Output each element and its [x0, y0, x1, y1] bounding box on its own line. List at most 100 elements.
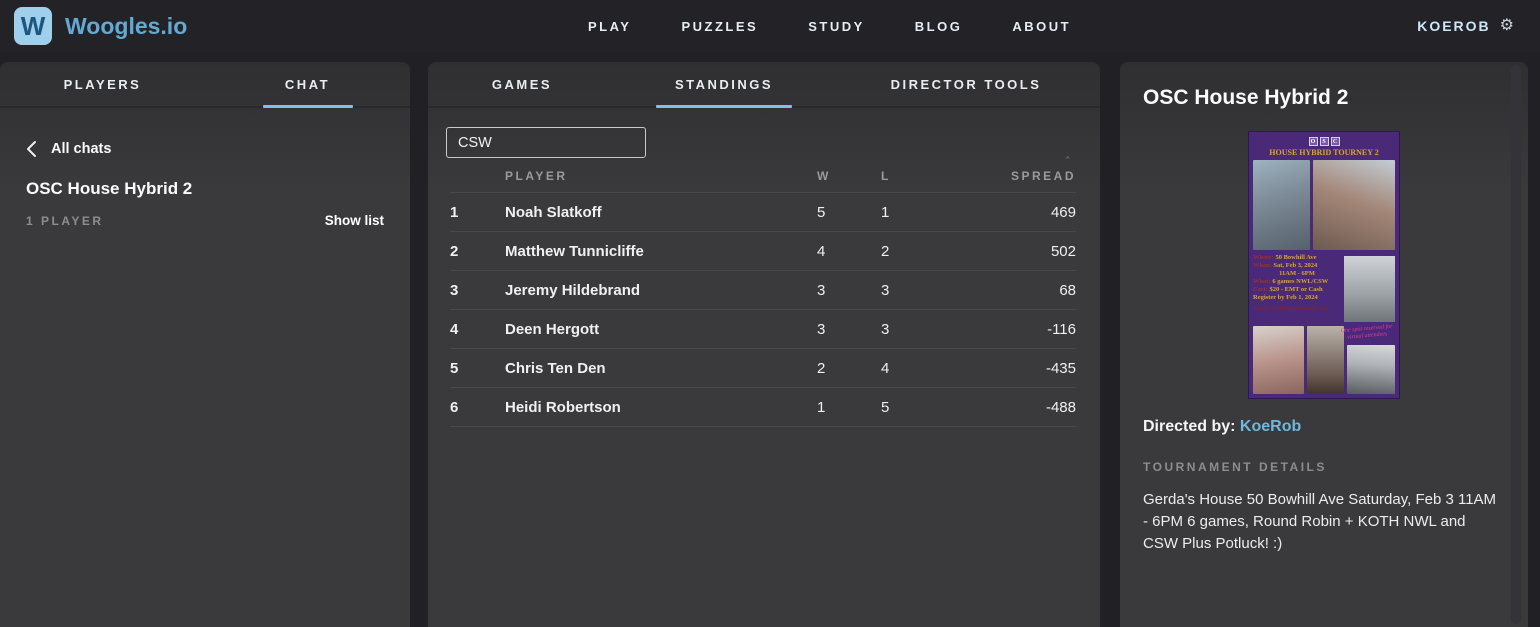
tab-chat[interactable]: CHAT	[205, 62, 410, 108]
tab-director-tools-label: DIRECTOR TOOLS	[890, 76, 1042, 92]
poster-line-label: What:	[1253, 278, 1271, 285]
poster-bottom-row: One spot reserved for virtual attendees	[1253, 324, 1395, 394]
poster-photo	[1347, 345, 1395, 394]
tab-players[interactable]: PLAYERS	[0, 62, 205, 106]
presence-row: 1 PLAYER Show list	[26, 213, 384, 228]
poster-photo-row	[1253, 160, 1395, 250]
tournament-title: OSC House Hybrid 2	[1143, 86, 1349, 109]
rank-cell: 1	[450, 203, 459, 221]
tournament-panel: GAMES STANDINGS DIRECTOR TOOLS PLAYER W …	[428, 62, 1100, 627]
tab-games[interactable]: GAMES	[428, 62, 616, 106]
nav-item-study[interactable]: STUDY	[808, 18, 865, 34]
active-tab-underline	[656, 105, 792, 108]
poster-line-value: 50 Bowhill Ave	[1275, 254, 1317, 261]
chat-room-title: OSC House Hybrid 2	[26, 179, 193, 198]
col-player: PLAYER	[505, 169, 568, 183]
poster-line-value: Register by Feb 1, 2024	[1253, 294, 1318, 301]
losses-cell: 2	[881, 242, 890, 260]
tab-standings-label: STANDINGS	[674, 76, 774, 92]
brand-title: Woogles.io	[65, 12, 188, 39]
nav-item-puzzles[interactable]: PUZZLES	[681, 18, 759, 34]
directed-by-label: Directed by:	[1143, 418, 1236, 435]
tournament-poster-image: O S C HOUSE HYBRID TOURNEY 2 Where: 50 B…	[1249, 132, 1399, 398]
tournament-details-text: Gerda's House 50 Bowhill Ave Saturday, F…	[1143, 491, 1497, 552]
tab-chat-label: CHAT	[284, 76, 331, 92]
main-nav: PLAY PUZZLES STUDY BLOG ABOUT	[588, 0, 1071, 52]
tournament-details-heading: TOURNAMENT DETAILS	[1143, 460, 1327, 474]
poster-line-value: 11AM - 6PM	[1279, 270, 1315, 277]
settings-gear-icon[interactable]: ⚙	[1499, 17, 1514, 34]
player-cell: Chris Ten Den	[505, 359, 606, 377]
wins-cell: 3	[817, 281, 826, 299]
left-tabbar: PLAYERS CHAT	[0, 62, 410, 108]
player-cell: Noah Slatkoff	[505, 203, 602, 221]
poster-photo	[1344, 256, 1395, 322]
standings-table: PLAYER W L ⌃ SPREAD 1 Noah Slatkoff 5 1 …	[450, 155, 1076, 427]
col-losses: L	[881, 169, 891, 183]
losses-cell: 5	[881, 398, 890, 416]
rank-cell: 3	[450, 281, 459, 299]
wins-cell: 3	[817, 320, 826, 338]
rank-cell: 2	[450, 242, 459, 260]
poster-line-value: 6 games NWL/CSW	[1272, 278, 1329, 285]
poster-line-label: When:	[1253, 262, 1272, 269]
standings-row: 4 Deen Hergott 3 3 -116	[450, 310, 1076, 349]
losses-cell: 1	[881, 203, 890, 221]
scrollbar[interactable]	[1511, 65, 1521, 624]
wins-cell: 1	[817, 398, 826, 416]
user-area: KOEROB ⚙	[1417, 0, 1514, 52]
rank-cell: 4	[450, 320, 459, 338]
poster-detail-lines: Where: 50 Bowhill Ave When: Sat, Feb 3, …	[1253, 254, 1341, 322]
all-chats-label: All chats	[51, 141, 112, 157]
player-cell: Heidi Robertson	[505, 398, 621, 416]
losses-cell: 3	[881, 281, 890, 299]
spread-cell: 68	[1059, 281, 1076, 299]
col-spread[interactable]: ⌃ SPREAD	[945, 155, 1076, 183]
spread-cell: 502	[1050, 242, 1076, 260]
tile-letter: O	[1308, 137, 1318, 146]
poster-line-value: Sat, Feb 3, 2024	[1273, 262, 1318, 269]
nav-item-blog[interactable]: BLOG	[914, 18, 963, 34]
standings-row: 2 Matthew Tunnicliffe 4 2 502	[450, 232, 1076, 271]
poster-osc-tiles: O S C	[1253, 137, 1395, 146]
standings-header-row: PLAYER W L ⌃ SPREAD	[450, 155, 1076, 193]
brand-home-link[interactable]: W Woogles.io	[14, 7, 187, 45]
standings-row: 5 Chris Ten Den 2 4 -435	[450, 349, 1076, 388]
col-spread-label: SPREAD	[1010, 169, 1076, 183]
tile-letter: S	[1319, 137, 1329, 146]
sort-caret-icon: ⌃	[1063, 155, 1074, 165]
poster-line-label: Cost:	[1253, 286, 1268, 293]
wins-cell: 2	[817, 359, 826, 377]
nav-item-about[interactable]: ABOUT	[1012, 18, 1072, 34]
show-list-button[interactable]: Show list	[324, 213, 384, 228]
username-menu[interactable]: KOEROB	[1417, 18, 1491, 34]
poster-info: Where: 50 Bowhill Ave When: Sat, Feb 3, …	[1253, 254, 1395, 322]
poster-photo	[1253, 160, 1310, 250]
nav-item-play[interactable]: PLAY	[588, 18, 632, 34]
tab-director-tools[interactable]: DIRECTOR TOOLS	[832, 62, 1100, 106]
tournament-info-panel: OSC House Hybrid 2 O S C HOUSE HYBRID TO…	[1120, 62, 1528, 627]
poster-line-value: $20 - EMT or Cash	[1269, 286, 1323, 293]
all-chats-back-link[interactable]: All chats	[26, 140, 111, 158]
player-cell: Jeremy Hildebrand	[505, 281, 641, 299]
standings-row: 1 Noah Slatkoff 5 1 469	[450, 193, 1076, 232]
col-wins: W	[817, 169, 831, 183]
poster-photo	[1307, 326, 1345, 394]
chevron-left-icon	[26, 140, 37, 158]
wins-cell: 4	[817, 242, 826, 260]
tab-standings[interactable]: STANDINGS	[616, 62, 832, 108]
poster-email: Email: heidikoe@hotmail.com	[1253, 306, 1329, 312]
rank-cell: 5	[450, 359, 459, 377]
poster-line-label: Where:	[1253, 254, 1274, 261]
spread-cell: -116	[1047, 320, 1076, 338]
losses-cell: 4	[881, 359, 890, 377]
standings-row: 6 Heidi Robertson 1 5 -488	[450, 388, 1076, 427]
tab-players-label: PLAYERS	[63, 76, 142, 92]
poster-photo	[1253, 326, 1305, 394]
director-link[interactable]: KoeRob	[1239, 418, 1302, 435]
rank-cell: 6	[450, 398, 459, 416]
spread-cell: -488	[1045, 398, 1076, 416]
division-select-input[interactable]	[446, 127, 646, 158]
chat-panel: PLAYERS CHAT All chats OSC House Hybrid …	[0, 62, 410, 627]
poster-heading: HOUSE HYBRID TOURNEY 2	[1269, 148, 1379, 157]
